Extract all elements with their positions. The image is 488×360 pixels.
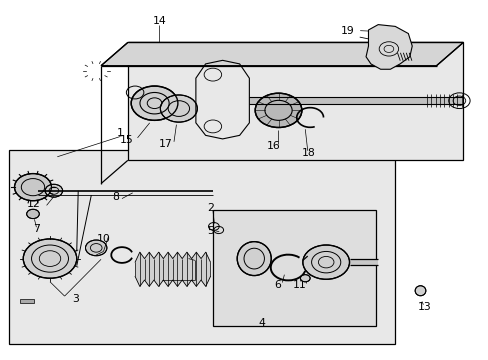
Text: 14: 14 [152,17,166,26]
Text: 9: 9 [191,257,198,267]
Circle shape [160,95,197,122]
Text: 16: 16 [266,141,280,151]
Text: 15: 15 [120,135,133,145]
Ellipse shape [414,286,425,296]
Text: 13: 13 [417,302,430,312]
Circle shape [302,245,349,279]
Text: 19: 19 [340,26,354,36]
Circle shape [131,86,178,120]
Circle shape [45,184,62,197]
Polygon shape [135,252,210,287]
Text: 2: 2 [206,203,213,212]
Circle shape [23,239,77,278]
Polygon shape [366,24,411,69]
Text: 1: 1 [117,128,123,138]
Ellipse shape [237,242,271,275]
Text: 17: 17 [159,139,172,149]
Circle shape [85,240,107,256]
Text: 7: 7 [33,224,40,234]
Bar [249,97,462,104]
Text: 8: 8 [112,192,119,202]
Circle shape [255,93,301,127]
Bar [349,259,377,265]
Circle shape [300,275,309,282]
Text: 18: 18 [301,148,315,158]
Bar [212,210,375,327]
Text: 10: 10 [96,234,110,244]
Circle shape [27,209,39,219]
Bar [9,150,394,344]
Text: 4: 4 [258,318,264,328]
Polygon shape [127,42,462,160]
Text: 5: 5 [206,226,213,236]
Text: 3: 3 [72,294,79,303]
Text: 11: 11 [292,280,306,290]
Bar [20,298,34,303]
Polygon shape [101,42,462,66]
Circle shape [15,174,51,201]
Text: 12: 12 [27,199,41,209]
Text: 6: 6 [274,280,281,290]
